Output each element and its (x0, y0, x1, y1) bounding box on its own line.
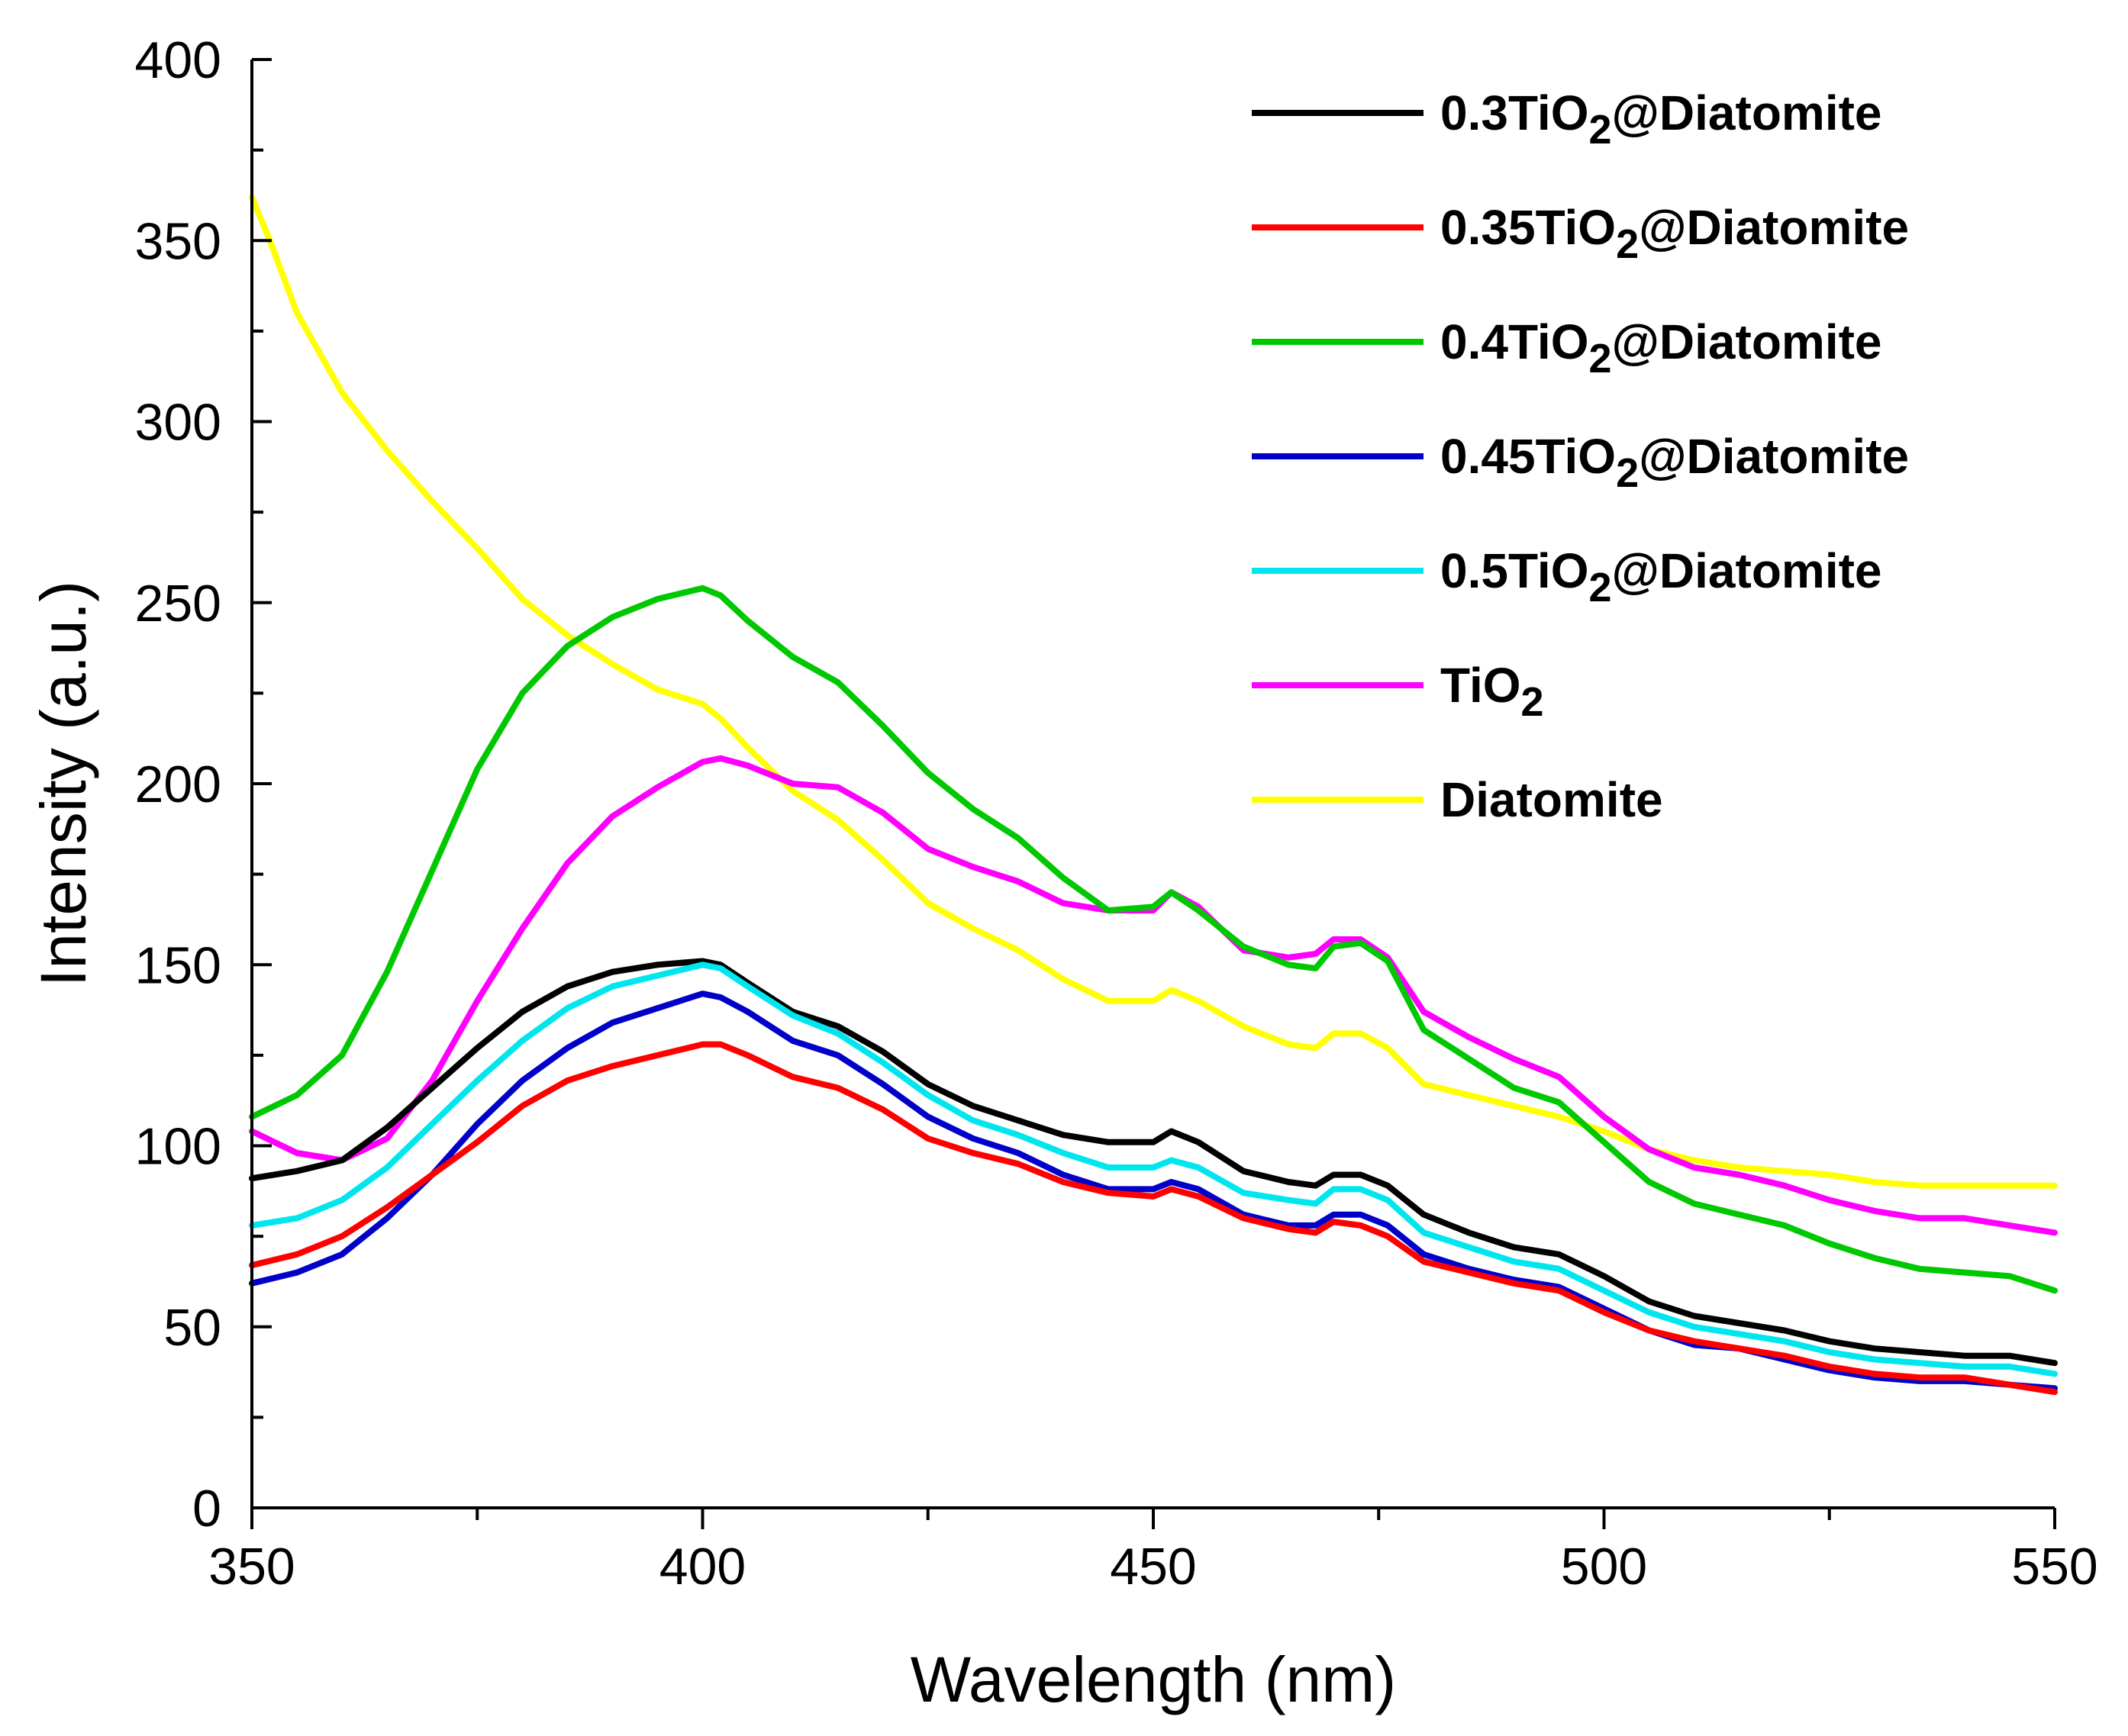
x-tick-label: 450 (1110, 1538, 1196, 1596)
y-tick-label: 300 (135, 394, 221, 452)
legend-label-4: 0.5TiO2@Diatomite (1440, 543, 1882, 610)
x-axis-title: Wavelength (nm) (911, 1644, 1396, 1715)
x-tick-label: 500 (1561, 1538, 1647, 1596)
y-tick-label: 200 (135, 755, 221, 813)
legend: 0.3TiO2@Diatomite 0.35TiO2@Diatomite 0.4Ti… (1252, 85, 1909, 827)
legend-label-2: 0.4TiO2@Diatomite (1440, 314, 1882, 382)
series-line-2 (249, 585, 2058, 1294)
y-tick-label: 400 (135, 31, 221, 89)
series-layer (249, 194, 2058, 1396)
y-axis-title: Intensity (a.u.) (27, 581, 99, 987)
legend-label-0: 0.3TiO2@Diatomite (1440, 85, 1882, 153)
series-line-6 (249, 194, 2058, 1189)
x-tick-label: 550 (2011, 1538, 2097, 1596)
axes-layer: 350 400 450 500 550 0 50 100 150 200 250 300 350 400 (135, 31, 2098, 1596)
x-tick-label: 400 (659, 1538, 746, 1596)
legend-label-5: TiO2 (1440, 658, 1544, 725)
series-line-4 (249, 961, 2058, 1377)
legend-label-3: 0.45TiO2@Diatomite (1440, 429, 1909, 496)
y-tick-label: 250 (135, 575, 221, 633)
y-tick-label: 350 (135, 212, 221, 270)
legend-label-6: Diatomite (1440, 772, 1663, 827)
y-tick-label: 50 (163, 1299, 221, 1357)
y-tick-label: 0 (192, 1480, 221, 1538)
legend-label-1: 0.35TiO2@Diatomite (1440, 200, 1909, 267)
x-tick-label: 350 (208, 1538, 295, 1596)
series-line-1 (249, 1041, 2058, 1396)
y-tick-label: 100 (135, 1118, 221, 1176)
series-line-0 (249, 958, 2058, 1367)
y-tick-label: 150 (135, 936, 221, 994)
